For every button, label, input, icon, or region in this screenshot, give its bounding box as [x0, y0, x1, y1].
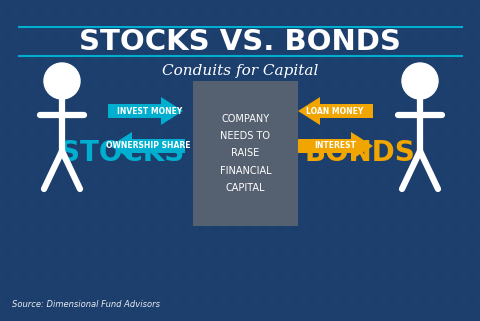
Circle shape [401, 63, 437, 99]
Circle shape [44, 63, 80, 99]
FancyArrow shape [110, 132, 185, 160]
FancyArrow shape [298, 132, 372, 160]
Text: LOAN MONEY: LOAN MONEY [306, 107, 363, 116]
Text: COMPANY
NEEDS TO
RAISE
FINANCIAL
CAPITAL: COMPANY NEEDS TO RAISE FINANCIAL CAPITAL [219, 114, 271, 193]
Text: STOCKS VS. BONDS: STOCKS VS. BONDS [79, 28, 400, 56]
Text: Conduits for Capital: Conduits for Capital [161, 64, 318, 78]
FancyArrow shape [108, 97, 182, 125]
Bar [192, 81, 298, 226]
Text: Source: Dimensional Fund Advisors: Source: Dimensional Fund Advisors [12, 300, 160, 309]
Text: STOCKS: STOCKS [60, 139, 184, 167]
Text: OWNERSHIP SHARE: OWNERSHIP SHARE [106, 142, 190, 151]
Text: BONDS: BONDS [304, 139, 415, 167]
Text: INVEST MONEY: INVEST MONEY [117, 107, 182, 116]
Text: INTEREST: INTEREST [313, 142, 355, 151]
FancyArrow shape [298, 97, 372, 125]
